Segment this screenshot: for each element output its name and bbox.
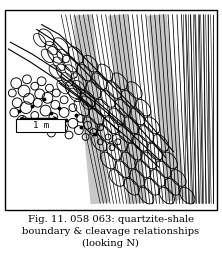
Text: 1 m: 1 m [33,121,49,130]
Text: (looking N): (looking N) [83,239,139,248]
Bar [16,119,65,132]
Text: boundary & cleavage relationships: boundary & cleavage relationships [22,227,200,236]
Text: Fig. 11. 058 063: quartzite-shale: Fig. 11. 058 063: quartzite-shale [28,215,194,224]
Bar [6,10,216,210]
